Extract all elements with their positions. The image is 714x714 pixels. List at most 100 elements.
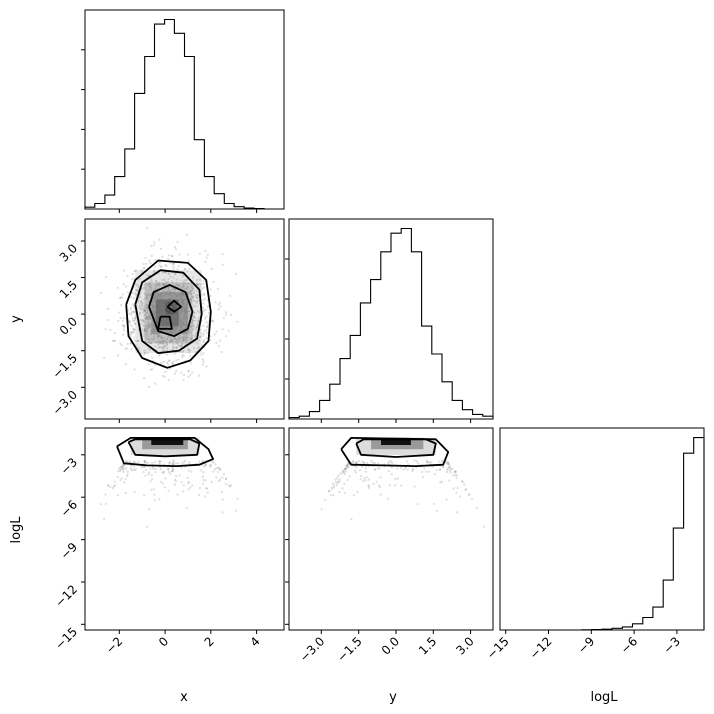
scatter-point-logL-y bbox=[352, 460, 355, 463]
scatter-point-y-x bbox=[181, 323, 184, 326]
scatter-point-y-x bbox=[111, 339, 114, 342]
scatter-point-y-x bbox=[146, 284, 149, 287]
histogram-y bbox=[288, 227, 494, 419]
scatter-point-logL-x bbox=[236, 497, 239, 500]
scatter-point-logL-x bbox=[180, 481, 183, 484]
scatter-point-logL-x bbox=[153, 461, 156, 464]
scatter-point-logL-x bbox=[126, 475, 129, 478]
scatter-point-logL-y bbox=[450, 467, 453, 471]
scatter-point-y-x bbox=[149, 284, 152, 287]
scatter-point-logL-x bbox=[125, 460, 128, 463]
scatter-point-y-x bbox=[181, 354, 184, 357]
scatter-point-y-x bbox=[157, 283, 160, 286]
scatter-point-y-x bbox=[157, 333, 160, 336]
scatter-point-logL-x bbox=[149, 480, 152, 483]
scatter-point-y-x bbox=[149, 293, 152, 296]
scatter-point-logL-y bbox=[355, 466, 358, 469]
scatter-point-y-x bbox=[202, 333, 205, 336]
scatter-point-y-x bbox=[182, 339, 185, 342]
scatter-point-logL-x bbox=[126, 470, 129, 473]
scatter-point-y-x bbox=[162, 319, 165, 322]
scatter-point-y-x bbox=[196, 326, 199, 329]
scatter-point-y-x bbox=[166, 346, 169, 349]
tick-label-y: −3.0 bbox=[50, 388, 81, 419]
scatter-point-logL-y bbox=[461, 480, 464, 483]
scatter-point-y-x bbox=[139, 300, 143, 303]
scatter-point-y-x bbox=[128, 312, 131, 315]
scatter-point-y-x bbox=[183, 338, 186, 341]
scatter-point-y-x bbox=[154, 279, 158, 283]
scatter-point-logL-y bbox=[387, 470, 391, 473]
scatter-point-y-x bbox=[180, 295, 183, 298]
scatter-point-y-x bbox=[164, 344, 167, 347]
scatter-point-y-x bbox=[135, 288, 138, 292]
scatter-point-y-x bbox=[171, 315, 174, 318]
scatter-point-y-x bbox=[151, 301, 154, 304]
scatter-point-logL-y bbox=[461, 480, 464, 483]
scatter-point-y-x bbox=[183, 323, 186, 326]
scatter-point-y-x bbox=[172, 346, 175, 349]
scatter-point-y-x bbox=[184, 287, 187, 290]
scatter-point-logL-x bbox=[129, 467, 132, 470]
scatter-point-y-x bbox=[173, 331, 176, 334]
scatter-point-y-x bbox=[179, 321, 182, 325]
scatter-point-y-x bbox=[149, 341, 152, 344]
scatter-point-y-x bbox=[153, 313, 156, 316]
scatter-point-y-x bbox=[135, 293, 138, 296]
scatter-point-y-x bbox=[152, 310, 155, 313]
scatter-point-y-x bbox=[163, 278, 166, 281]
scatter-point-y-x bbox=[149, 368, 152, 371]
scatter-point-logL-y bbox=[442, 465, 445, 468]
scatter-point-y-x bbox=[169, 290, 172, 293]
scatter-point-y-x bbox=[172, 265, 175, 268]
scatter-point-y-x bbox=[192, 295, 195, 298]
scatter-point-y-x bbox=[143, 308, 146, 311]
scatter-point-y-x bbox=[130, 333, 133, 336]
scatter-point-y-x bbox=[166, 319, 170, 322]
scatter-point-y-x bbox=[152, 338, 155, 341]
scatter-point-logL-y bbox=[413, 485, 416, 488]
scatter-point-y-x bbox=[171, 288, 174, 291]
scatter-point-y-x bbox=[156, 302, 159, 305]
scatter-point-y-x bbox=[177, 264, 180, 268]
scatter-point-logL-y bbox=[342, 470, 345, 473]
scatter-point-y-x bbox=[144, 351, 147, 355]
scatter-point-y-x bbox=[161, 282, 164, 286]
scatter-point-y-x bbox=[146, 294, 150, 297]
scatter-point-logL-x bbox=[121, 463, 124, 466]
scatter-point-y-x bbox=[179, 319, 182, 322]
panel-frame-x_hist bbox=[84, 9, 285, 210]
scatter-point-logL-x bbox=[129, 464, 132, 467]
scatter-point-y-x bbox=[150, 329, 153, 332]
scatter-point-y-x bbox=[174, 315, 177, 318]
scatter-point-logL-y bbox=[363, 477, 366, 480]
scatter-point-y-x bbox=[192, 319, 195, 322]
scatter-point-y-x bbox=[197, 283, 200, 286]
density-cell-logL-x bbox=[151, 437, 184, 445]
scatter-point-logL-x bbox=[172, 469, 175, 472]
tick-label-y: 0.0 bbox=[57, 314, 80, 337]
scatter-point-logL-y bbox=[416, 503, 419, 506]
scatter-point-y-x bbox=[152, 304, 155, 307]
scatter-point-y-x bbox=[195, 305, 198, 308]
scatter-point-y-x bbox=[192, 319, 195, 322]
scatter-point-y-x bbox=[159, 335, 162, 338]
scatter-point-y-x bbox=[144, 313, 147, 317]
scatter-point-y-x bbox=[158, 335, 161, 338]
scatter-point-y-x bbox=[154, 296, 157, 299]
scatter-point-y-x bbox=[165, 287, 168, 290]
scatter-point-y-x bbox=[157, 294, 160, 297]
scatter-point-y-x bbox=[180, 309, 183, 312]
scatter-point-y-x bbox=[171, 311, 174, 314]
scatter-point-logL-y bbox=[432, 502, 435, 505]
scatter-point-y-x bbox=[155, 309, 159, 312]
scatter-point-y-x bbox=[167, 289, 171, 292]
scatter-point-y-x bbox=[181, 275, 184, 278]
scatter-point-y-x bbox=[164, 264, 167, 267]
scatter-point-y-x bbox=[161, 321, 164, 324]
scatter-point-y-x bbox=[159, 311, 162, 314]
scatter-point-y-x bbox=[166, 299, 169, 302]
scatter-point-logL-y bbox=[423, 467, 426, 470]
scatter-point-y-x bbox=[145, 295, 148, 298]
scatter-point-y-x bbox=[184, 309, 187, 312]
